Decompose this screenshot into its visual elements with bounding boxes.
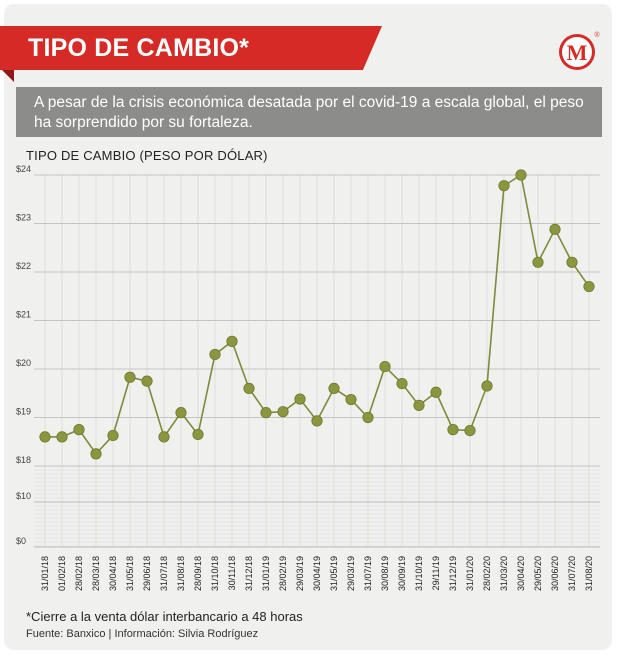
data-point bbox=[226, 335, 238, 347]
data-point bbox=[311, 415, 323, 427]
data-point bbox=[73, 424, 85, 436]
y-tick-label: $18 bbox=[16, 455, 31, 465]
x-tick-label: 31/07/19 bbox=[363, 556, 373, 591]
x-tick-label: 31/01/19 bbox=[261, 556, 271, 591]
footnote: *Cierre a la venta dólar interbancario a… bbox=[26, 609, 303, 624]
x-tick-label: 28/09/18 bbox=[193, 556, 203, 591]
x-tick-label: 30/09/19 bbox=[397, 556, 407, 591]
data-point bbox=[447, 424, 459, 436]
logo-inner bbox=[562, 37, 592, 67]
logo-registered: ® bbox=[594, 31, 600, 39]
data-point bbox=[566, 256, 578, 268]
y-tick-label: $22 bbox=[16, 261, 31, 271]
banner-fold bbox=[0, 68, 14, 82]
x-tick-label: 31/05/19 bbox=[329, 556, 339, 591]
data-point bbox=[107, 429, 119, 442]
x-tick-label: 29/11/19 bbox=[431, 556, 441, 590]
data-point bbox=[481, 380, 493, 392]
title-banner: TIPO DE CAMBIO* bbox=[0, 26, 382, 70]
data-point bbox=[56, 431, 68, 443]
data-point bbox=[90, 448, 102, 460]
y-tick-label: $21 bbox=[16, 310, 31, 320]
x-tick-label: 01/02/18 bbox=[57, 556, 67, 591]
x-tick-label: 30/04/18 bbox=[108, 556, 118, 591]
data-point bbox=[464, 424, 476, 437]
y-tick-label: $0 bbox=[16, 536, 26, 546]
data-point bbox=[294, 393, 306, 405]
x-tick-label: 28/03/18 bbox=[91, 556, 101, 591]
y-tick-label: $10 bbox=[16, 491, 31, 501]
data-point bbox=[243, 382, 255, 394]
x-tick-label: 28/02/20 bbox=[482, 556, 492, 591]
data-point bbox=[124, 371, 136, 383]
data-point bbox=[141, 375, 153, 387]
data-point bbox=[430, 386, 442, 398]
data-point bbox=[328, 382, 340, 394]
x-tick-label: 31/01/20 bbox=[465, 556, 475, 591]
x-tick-label: 31/12/19 bbox=[448, 556, 458, 591]
x-tick-label: 31/01/18 bbox=[40, 556, 50, 591]
x-tick-label: 29/03/19 bbox=[295, 556, 305, 591]
data-point bbox=[515, 169, 527, 181]
data-point bbox=[158, 431, 170, 443]
x-tick-label: 31/12/18 bbox=[244, 556, 254, 591]
milenio-logo: M ® bbox=[559, 31, 600, 70]
x-tick-label: 31/03/20 bbox=[499, 556, 509, 591]
logo-letter: M bbox=[567, 40, 588, 65]
x-tick-label: 30/04/19 bbox=[312, 556, 322, 591]
data-point bbox=[192, 428, 204, 441]
line-chart: $18 $19 $20 $21 $22 $23 $24 $0 $10 31/01/18 01/02/… bbox=[16, 164, 600, 591]
data-point bbox=[362, 411, 374, 424]
x-tick-label: 31/08/18 bbox=[176, 556, 186, 591]
x-tick-label: 31/10/19 bbox=[414, 556, 424, 591]
y-tick-label: $20 bbox=[16, 358, 31, 368]
x-tick-label: 29/03/19 bbox=[346, 556, 356, 591]
x-tick-label: 30/08/19 bbox=[380, 556, 390, 591]
data-point bbox=[396, 377, 408, 390]
data-point bbox=[39, 431, 51, 443]
x-tick-label: 30/06/20 bbox=[550, 556, 560, 591]
x-tick-label: 29/05/20 bbox=[533, 556, 543, 591]
data-point bbox=[260, 407, 272, 419]
data-point bbox=[175, 407, 187, 419]
subtitle-box: A pesar de la crisis económica desatada … bbox=[16, 87, 602, 137]
x-tick-label: 30/11/18 bbox=[227, 556, 237, 590]
data-point bbox=[209, 348, 221, 361]
x-tick-label: 31/07/18 bbox=[159, 556, 169, 591]
data-point bbox=[498, 180, 510, 192]
x-tick-label: 28/02/18 bbox=[74, 556, 84, 591]
x-tick-label: 31/08/20 bbox=[584, 556, 594, 591]
y-tick-label: $19 bbox=[16, 407, 31, 417]
page-title: TIPO DE CAMBIO* bbox=[28, 34, 250, 62]
x-tick-label: 31/10/18 bbox=[210, 556, 220, 591]
data-point bbox=[549, 223, 561, 235]
data-point bbox=[379, 360, 391, 373]
y-tick-label: $23 bbox=[16, 213, 31, 223]
chart-title: TIPO DE CAMBIO (PESO POR DÓLAR) bbox=[26, 148, 268, 163]
x-tick-label: 31/07/20 bbox=[567, 556, 577, 591]
subtitle: A pesar de la crisis económica desatada … bbox=[34, 94, 584, 131]
y-tick-label: $24 bbox=[16, 164, 31, 174]
x-tick-label: 29/06/18 bbox=[142, 556, 152, 591]
x-tick-label: 28/02/19 bbox=[278, 556, 288, 591]
data-point bbox=[413, 399, 425, 411]
x-tick-label: 30/04/20 bbox=[516, 556, 526, 591]
data-point bbox=[583, 280, 595, 293]
data-point bbox=[532, 256, 544, 268]
x-tick-label: 31/05/18 bbox=[125, 556, 135, 591]
data-point bbox=[345, 393, 357, 406]
source-credit: Fuente: Banxico | Información: Silvia Ro… bbox=[26, 628, 259, 640]
data-point bbox=[277, 406, 289, 418]
